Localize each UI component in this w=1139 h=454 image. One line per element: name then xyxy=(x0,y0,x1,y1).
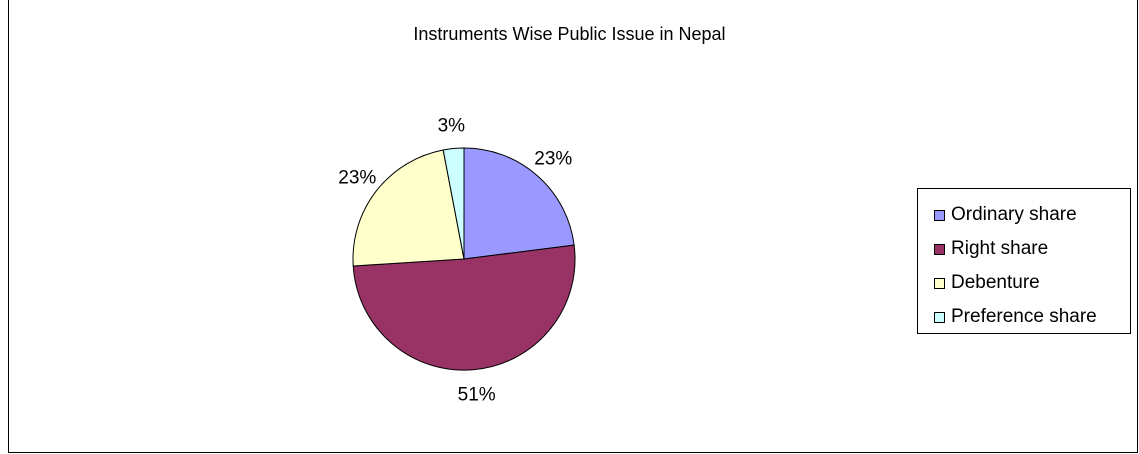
pie-slice-right-share xyxy=(352,244,576,371)
pie-slice-debenture xyxy=(352,149,465,267)
legend-item-debenture: Debenture xyxy=(918,266,1130,300)
legend-item-right-share: Right share xyxy=(918,232,1130,266)
data-label-right-share: 51% xyxy=(458,384,496,405)
legend-item-ordinary-share: Ordinary share xyxy=(918,198,1130,232)
pie-slice-ordinary-share xyxy=(463,147,575,260)
legend: Ordinary share Right share Debenture Pre… xyxy=(917,188,1131,334)
pie-slice-preference-share xyxy=(442,147,465,260)
legend-item-preference-share: Preference share xyxy=(918,300,1130,334)
legend-label: Preference share xyxy=(951,306,1097,327)
legend-label: Right share xyxy=(951,238,1049,259)
data-label-debenture: 23% xyxy=(338,167,376,188)
legend-label: Debenture xyxy=(951,272,1040,293)
legend-swatch xyxy=(934,209,945,221)
legend-swatch xyxy=(934,311,945,323)
legend-label: Ordinary share xyxy=(951,204,1077,225)
chart-frame xyxy=(8,0,1138,453)
legend-swatch xyxy=(934,277,945,289)
chart-title: Instruments Wise Public Issue in Nepal xyxy=(413,24,726,44)
data-label-ordinary-share: 23% xyxy=(534,149,572,170)
data-label-preference-share: 3% xyxy=(438,116,466,137)
legend-swatch xyxy=(934,243,945,255)
